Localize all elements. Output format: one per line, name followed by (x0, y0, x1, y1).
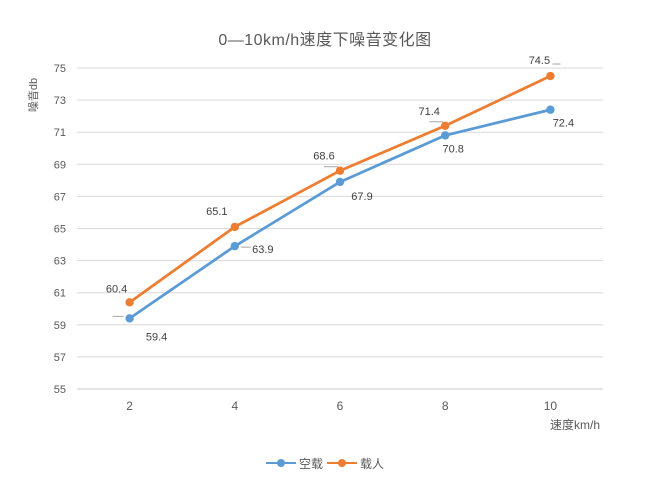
x-tick-label: 2 (126, 399, 133, 413)
data-label: 67.9 (351, 191, 372, 203)
y-tick-label: 55 (54, 384, 66, 396)
y-tick-label: 61 (54, 288, 66, 300)
data-point (441, 131, 450, 140)
y-tick-label: 69 (54, 159, 66, 171)
data-label: 59.4 (146, 331, 167, 343)
x-tick-label: 8 (442, 399, 449, 413)
series-line (128, 108, 552, 320)
legend-item-empty-load: 空载 (265, 455, 323, 472)
data-label: 71.4 (418, 106, 439, 118)
data-point (125, 298, 134, 307)
data-point (335, 177, 345, 187)
legend-label: 载人 (360, 456, 385, 471)
chart-title: 0—10km/h速度下噪音变化图 (218, 32, 432, 49)
y-tick-label: 57 (54, 352, 66, 364)
data-label: 68.6 (313, 151, 334, 163)
data-label: 60.4 (106, 283, 127, 295)
data-label: 70.8 (442, 143, 463, 155)
y-tick-label: 67 (54, 191, 66, 203)
data-label: 63.9 (252, 244, 273, 256)
x-tick-label: 10 (544, 399, 558, 413)
legend-item-loaded: 载人 (327, 455, 384, 472)
series-line (128, 74, 552, 304)
x-tick-label: 4 (231, 399, 238, 413)
x-tick-label: 6 (337, 399, 344, 413)
y-tick-label: 71 (54, 127, 66, 139)
data-point (230, 222, 239, 232)
legend-line-dot-icon (265, 459, 296, 468)
data-point (441, 121, 450, 130)
data-point (230, 241, 239, 251)
legend-label: 空载 (298, 456, 323, 471)
data-label: 65.1 (206, 206, 227, 218)
data-point (546, 71, 555, 81)
y-tick-label: 63 (54, 256, 66, 268)
data-point (335, 166, 345, 175)
y-tick-label: 75 (54, 63, 66, 75)
y-axis-title: 噪音db (28, 77, 40, 113)
data-point (125, 314, 134, 323)
x-axis-title: 速度km/h (550, 418, 601, 432)
y-tick-label: 73 (54, 95, 66, 107)
data-point (546, 105, 555, 114)
data-label: 72.4 (553, 118, 574, 130)
legend-line-dot-icon (327, 459, 357, 468)
y-tick-label: 59 (54, 320, 66, 332)
legend: 空载 载人 (0, 452, 650, 474)
data-label: 74.5 (529, 55, 550, 67)
y-tick-label: 65 (54, 224, 66, 236)
